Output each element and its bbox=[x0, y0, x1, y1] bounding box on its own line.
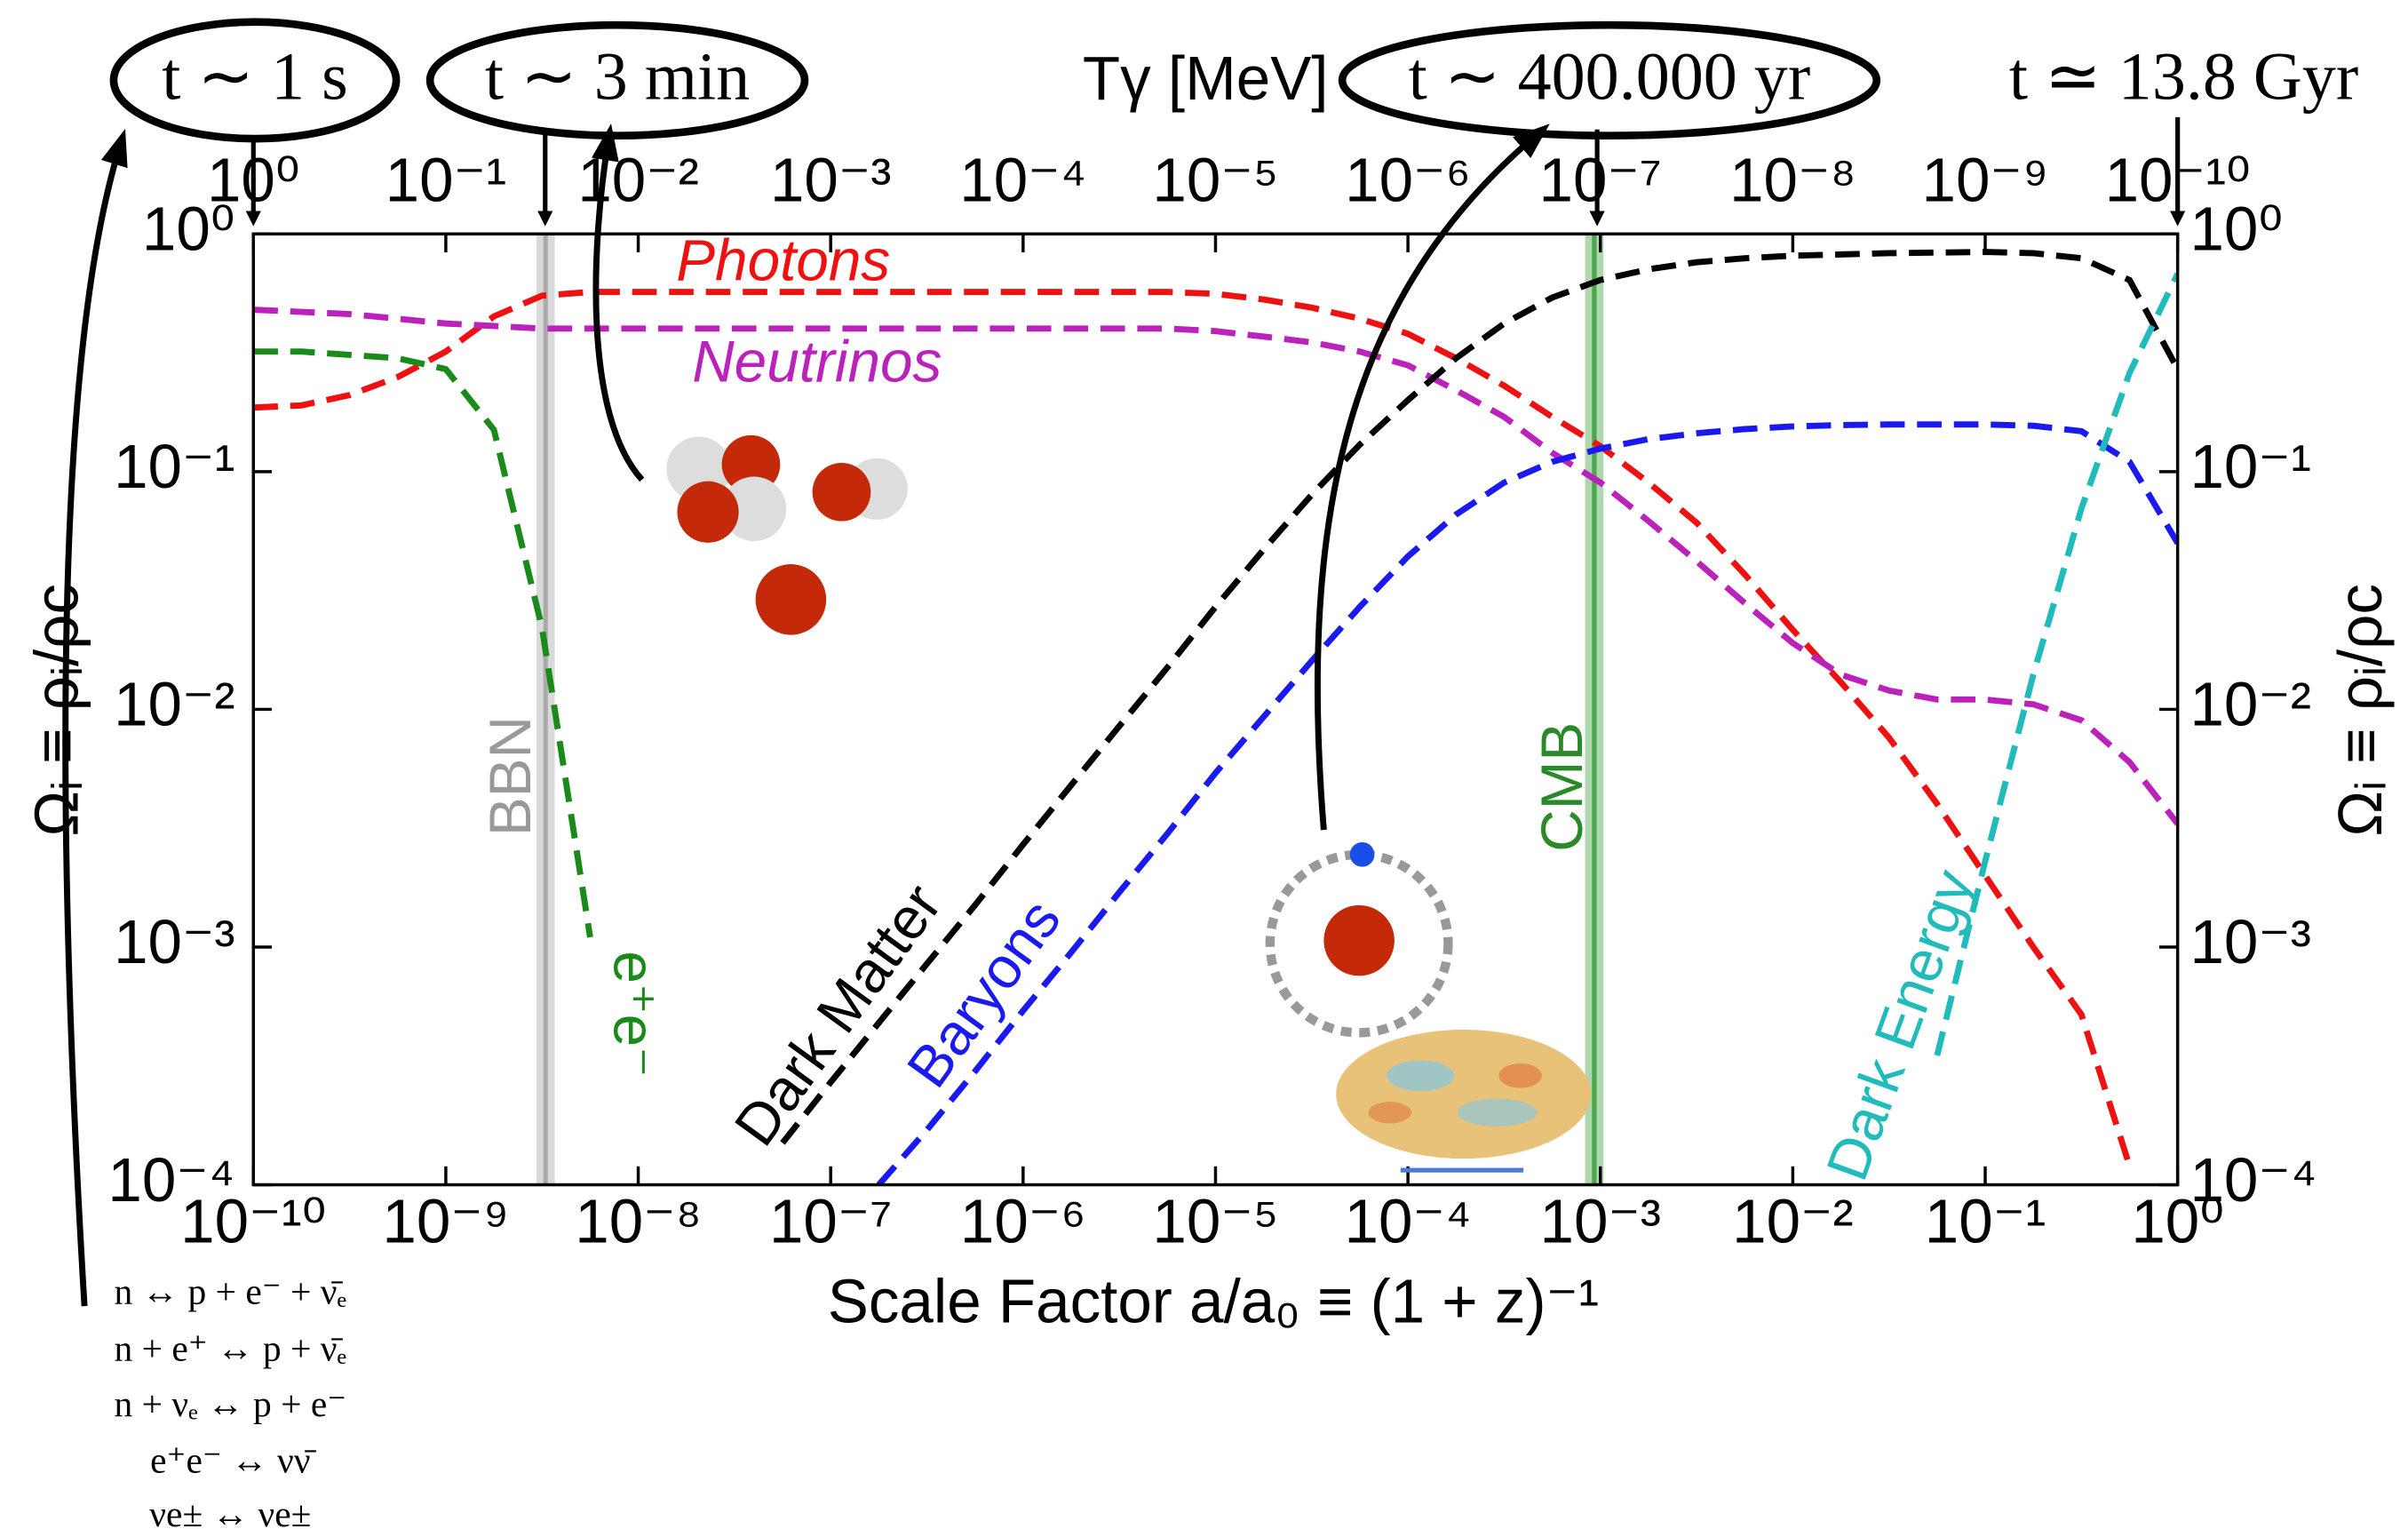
reaction: n + e⁺ ↔ p + ν̄ₑ bbox=[114, 1328, 346, 1369]
reactions: n ↔ p + e⁻ + ν̄ₑ n + e⁺ ↔ p + ν̄ₑ n + νₑ… bbox=[114, 1271, 346, 1535]
arrows bbox=[62, 116, 2186, 1307]
y-tick-label: 10⁻¹ bbox=[114, 432, 234, 501]
x2-tick-label: 10⁻⁸ bbox=[1729, 145, 1856, 214]
time-ellipse bbox=[1338, 20, 1881, 139]
series-line bbox=[253, 348, 593, 938]
y-axis-label: Ωᵢ ≡ ρᵢ/ρc bbox=[21, 584, 91, 837]
x-tick-label: 10⁰ bbox=[2131, 1186, 2224, 1255]
x-tick-label: 10⁻¹⁰ bbox=[180, 1186, 326, 1255]
y-tick-label-right: 10⁻⁴ bbox=[2189, 1145, 2317, 1214]
atom-icon bbox=[1265, 841, 1453, 1038]
x2-tick-label: 10⁻⁴ bbox=[959, 145, 1086, 214]
cmb-map-icon bbox=[1336, 1029, 1592, 1173]
x2-tick-label: 10⁻⁶ bbox=[1345, 145, 1471, 214]
series-line bbox=[876, 421, 2178, 1185]
series-label: Dark Matter bbox=[722, 872, 954, 1157]
x-tick-label: 10⁻³ bbox=[1540, 1186, 1661, 1255]
reaction: n ↔ p + e⁻ + ν̄ₑ bbox=[114, 1271, 346, 1312]
x2-tick-label: 10⁻⁹ bbox=[1922, 145, 2049, 214]
y-tick-label-right: 10⁻³ bbox=[2189, 907, 2310, 976]
x2-tick-label: 10⁻⁷ bbox=[1539, 145, 1662, 214]
series-label: Photons bbox=[676, 227, 890, 292]
series-line bbox=[1934, 272, 2178, 1056]
series-label: Dark Energy bbox=[1814, 862, 1986, 1189]
y-tick-label: 10⁰ bbox=[142, 195, 235, 264]
vline-label: CMB bbox=[1530, 722, 1594, 852]
plot-layer: BBN CMB 10⁻¹⁰ 10⁻⁹ 10⁻⁸ 10⁻⁷ 10⁻⁶ 10⁻⁵ 10⁻⁴ 10⁻³ 1… bbox=[107, 145, 2317, 1255]
x-tick-label: 10⁻⁴ bbox=[1345, 1186, 1472, 1255]
plot-frame bbox=[251, 232, 2180, 1187]
x2-tick-label: 10⁻³ bbox=[770, 145, 891, 214]
x-tick-label: 10⁻² bbox=[1732, 1186, 1853, 1255]
x-tick-label: 10⁻¹ bbox=[1925, 1186, 2046, 1255]
vline-label: BBN bbox=[478, 716, 543, 836]
reaction: νe± ↔ νe± bbox=[149, 1493, 311, 1534]
x-tick-label: 10⁻⁹ bbox=[382, 1186, 509, 1255]
x-tick-label: 10⁻⁷ bbox=[769, 1186, 892, 1255]
x2-tick-label: 10⁻² bbox=[577, 145, 698, 214]
x-tick-label: 10⁻⁵ bbox=[1152, 1186, 1278, 1255]
series-line bbox=[253, 307, 2178, 826]
y-axis-label-right: Ωᵢ ≡ ρᵢ/ρc bbox=[2325, 584, 2395, 837]
x2-tick-label: 10⁻¹ bbox=[385, 145, 506, 214]
x-tick-label: 10⁻⁸ bbox=[575, 1186, 702, 1255]
time-label: t ≃ 13.8 Gyr bbox=[2009, 39, 2358, 114]
series-label: e⁺e⁻ bbox=[602, 951, 667, 1077]
reaction: n + νₑ ↔ p + e⁻ bbox=[114, 1383, 346, 1424]
y-tick-label-right: 10⁻¹ bbox=[2189, 432, 2310, 501]
y-tick-label: 10⁻² bbox=[114, 670, 234, 739]
x2-axis-label: Tγ [MeV] bbox=[1083, 44, 1329, 113]
series-label: Neutrinos bbox=[692, 329, 942, 394]
y-tick-label-right: 10⁰ bbox=[2189, 195, 2283, 264]
time-label: t ∼ 3 min bbox=[485, 39, 750, 114]
time-label: t ∼ 1 s bbox=[162, 39, 348, 114]
y-tick-label: 10⁻³ bbox=[114, 907, 234, 976]
x-tick-label: 10⁻⁶ bbox=[960, 1186, 1086, 1255]
time-label: t ∼ 400.000 yr bbox=[1409, 39, 1810, 114]
y-tick-label: 10⁻⁴ bbox=[107, 1145, 234, 1214]
x-axis-label: Scale Factor a/a₀ ≡ (1 + z)⁻¹ bbox=[828, 1266, 1599, 1335]
reaction: e⁺e⁻ ↔ νν̄ bbox=[150, 1440, 316, 1481]
nuclei-icon bbox=[666, 434, 908, 635]
series-line bbox=[780, 249, 2178, 1145]
y-tick-label-right: 10⁻² bbox=[2189, 670, 2310, 739]
x2-tick-label: 10⁻⁵ bbox=[1152, 145, 1278, 214]
